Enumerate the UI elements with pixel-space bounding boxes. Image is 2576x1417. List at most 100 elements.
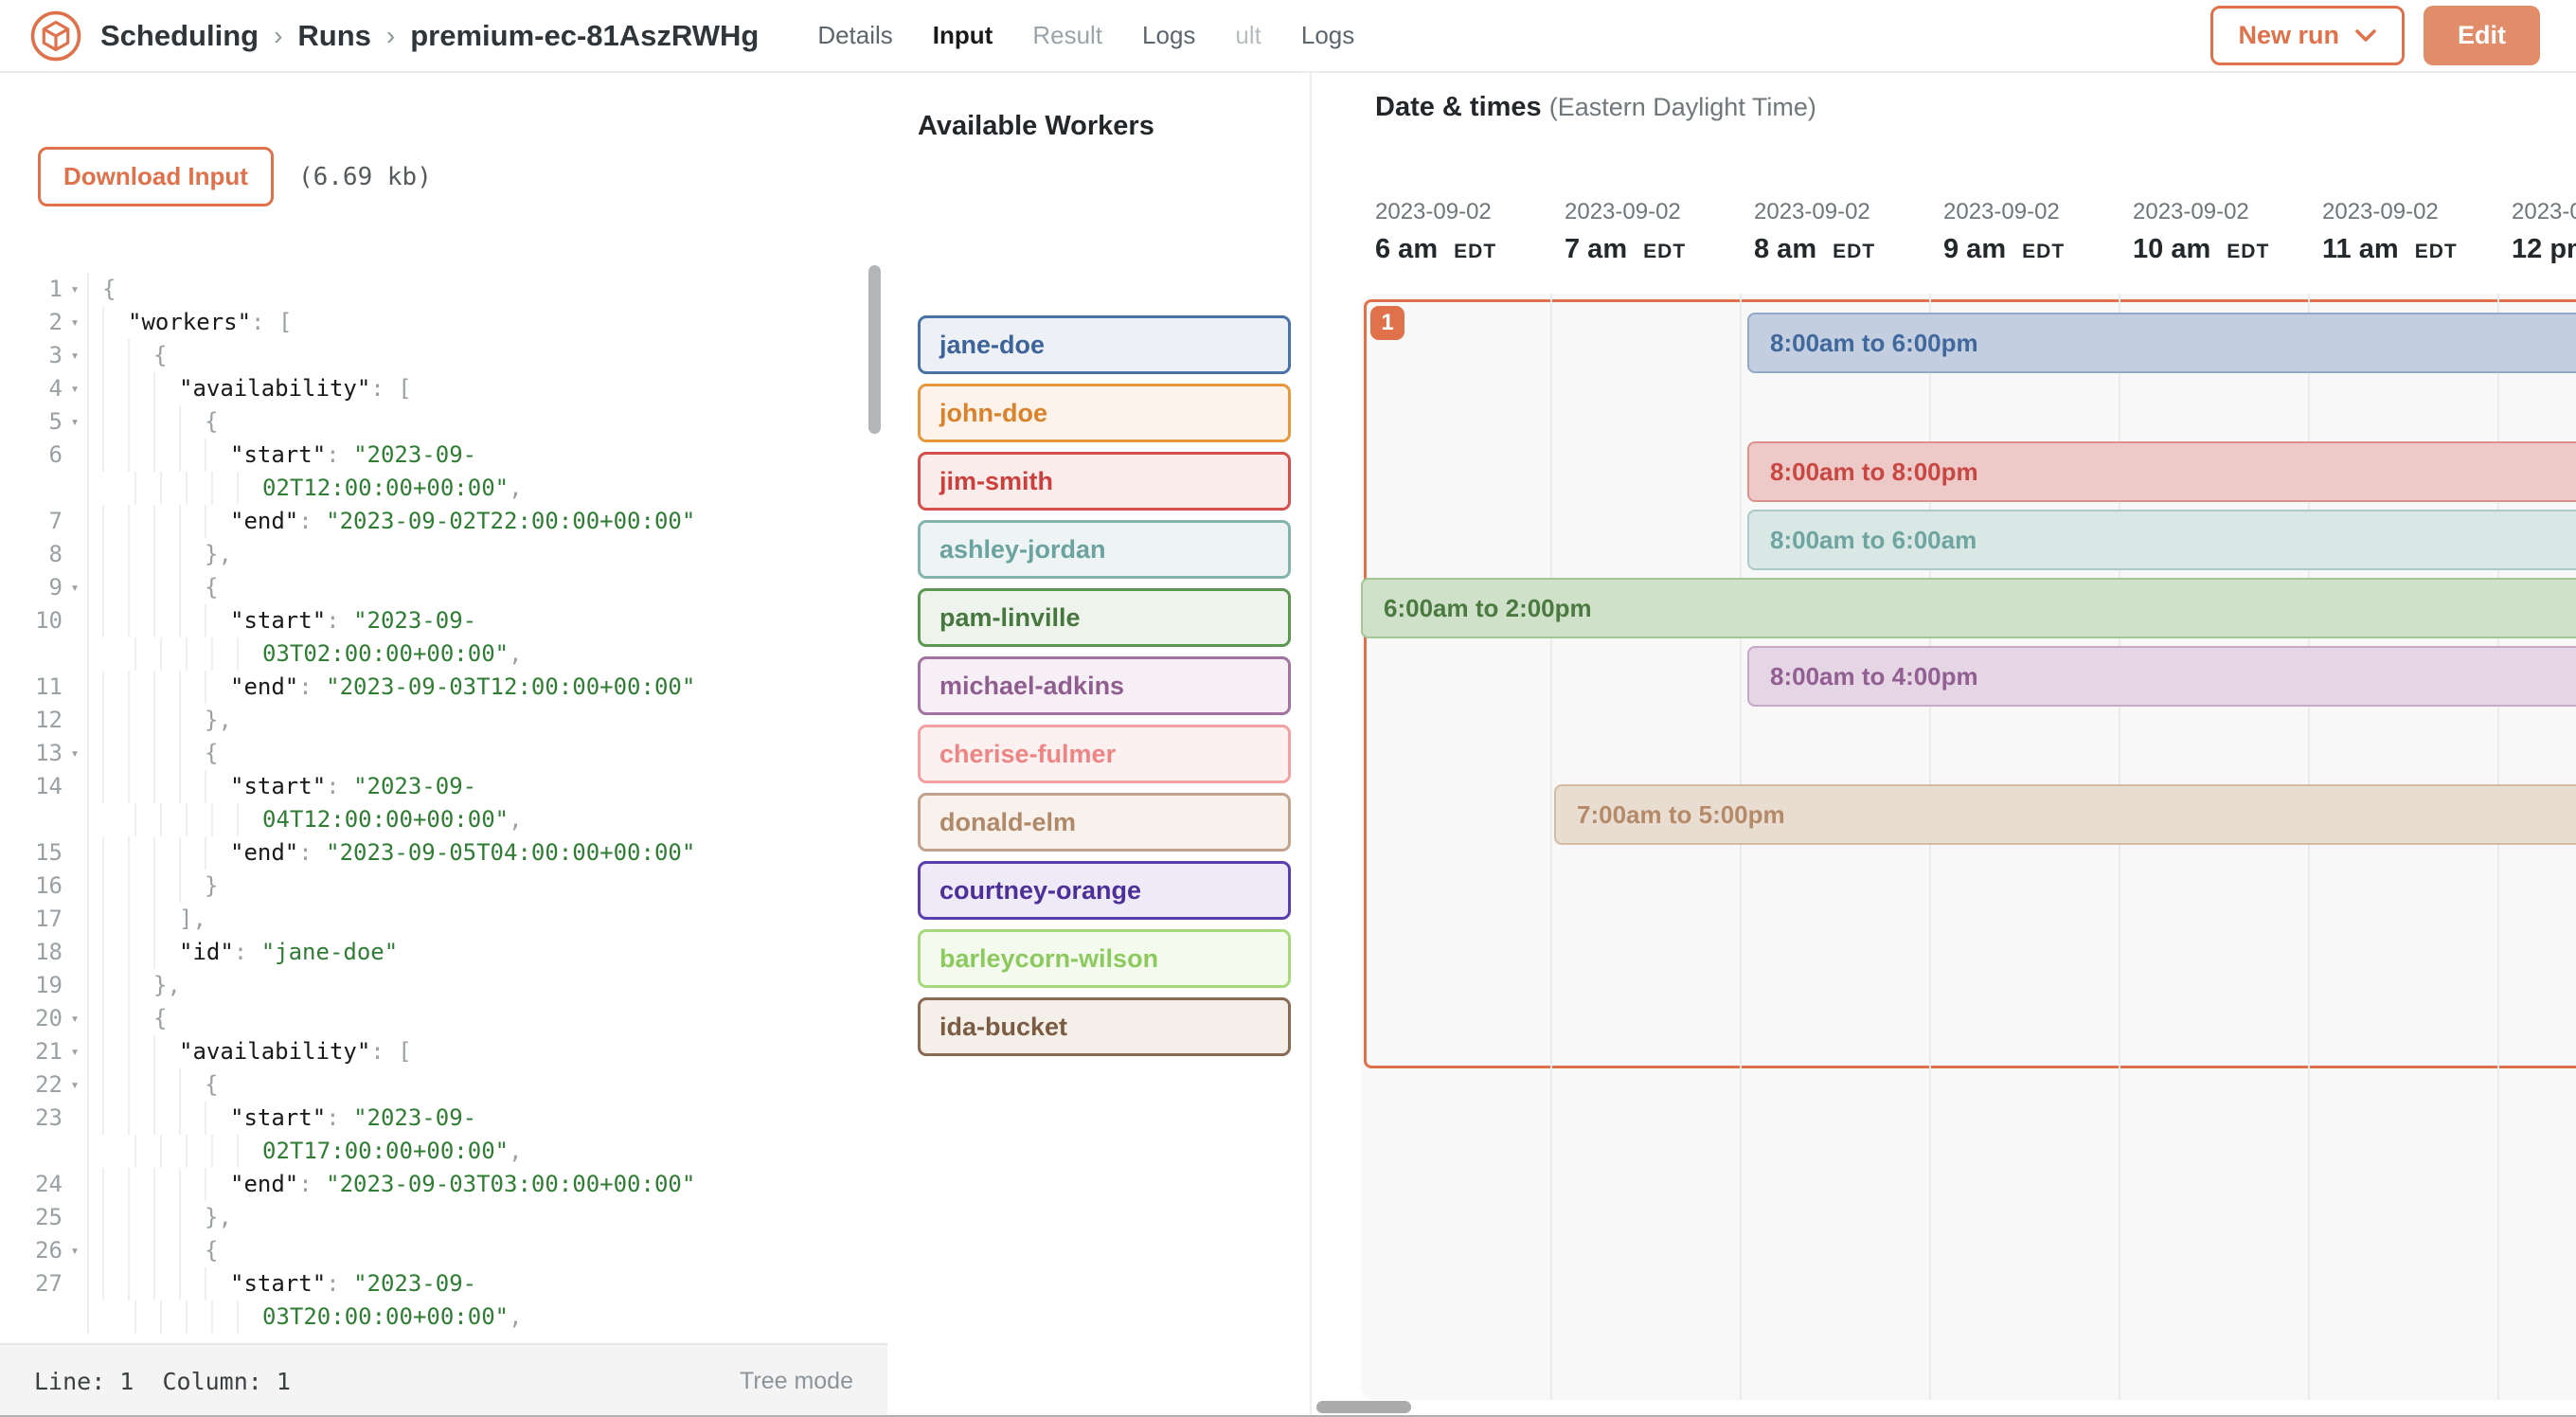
editor-line: 10 "start": "2023-09- bbox=[0, 604, 887, 637]
indent-guide bbox=[102, 439, 128, 472]
editor-code: "id": "jane-doe" bbox=[87, 936, 398, 969]
breadcrumb-runs[interactable]: Runs bbox=[297, 18, 371, 52]
column-date-label: 2023-09-02 bbox=[2133, 199, 2249, 224]
worker-name: cherise-fulmer bbox=[939, 739, 1117, 768]
line-number: 6 bbox=[48, 441, 63, 468]
indent-guide bbox=[128, 1234, 153, 1267]
indent-guide bbox=[211, 1300, 237, 1334]
collapse-arrow-icon[interactable]: ▾ bbox=[70, 1242, 80, 1259]
json-code-editor[interactable]: 1 ▾{2 ▾ "workers": [3 ▾{4 ▾ "availability": [5… bbox=[0, 273, 887, 1334]
indent-guide bbox=[179, 405, 205, 439]
indent-guide bbox=[153, 1234, 179, 1267]
worker-chip-pam-linville[interactable]: pam-linville bbox=[918, 588, 1291, 647]
editor-line: 17], bbox=[0, 903, 887, 936]
worker-chip-ashley-jordan[interactable]: ashley-jordan bbox=[918, 520, 1291, 579]
collapse-arrow-icon[interactable]: ▾ bbox=[70, 380, 80, 397]
token-p: { bbox=[153, 1005, 168, 1031]
indent-guide bbox=[153, 737, 179, 770]
line-number: 2 bbox=[48, 309, 63, 335]
collapse-arrow-icon[interactable]: ▾ bbox=[70, 1010, 80, 1027]
timeline-title: Date & times bbox=[1375, 92, 1542, 122]
indent-guide bbox=[102, 737, 128, 770]
collapse-arrow-icon[interactable]: ▾ bbox=[70, 314, 80, 331]
worker-chip-ida-bucket[interactable]: ida-bucket bbox=[918, 997, 1291, 1056]
collapse-arrow-icon[interactable]: ▾ bbox=[70, 579, 80, 596]
availability-bar[interactable]: 8:00am to 4:00pm bbox=[1747, 646, 2576, 707]
worker-name: pam-linville bbox=[939, 602, 1081, 632]
token-c: : bbox=[370, 1038, 399, 1065]
worker-chip-courtney-orange[interactable]: courtney-orange bbox=[918, 861, 1291, 920]
indent-guide bbox=[128, 372, 153, 405]
timeline-column-header: 2023-09-02 12 pm EDT bbox=[2512, 199, 2576, 265]
editor-line: 02T12:00:00+00:00", bbox=[0, 472, 887, 505]
token-k: "id" bbox=[179, 939, 234, 965]
available-workers-panel: Available Workers jane-doe john-doe jim-sm… bbox=[887, 71, 1312, 1417]
availability-bar[interactable]: 8:00am to 6:00am bbox=[1747, 510, 2576, 570]
worker-chip-barleycorn-wilson[interactable]: barleycorn-wilson bbox=[918, 929, 1291, 988]
token-k: "end" bbox=[230, 508, 299, 534]
tab-result[interactable]: Result bbox=[1032, 21, 1103, 49]
app-logo-cube-icon[interactable] bbox=[28, 9, 83, 63]
editor-code: }, bbox=[87, 1201, 232, 1234]
tab-logs[interactable]: Logs bbox=[1300, 21, 1355, 49]
editor-gutter: 3 ▾ bbox=[0, 339, 87, 372]
tab-details[interactable]: Details bbox=[817, 21, 893, 49]
editor-code: "end": "2023-09-02T22:00:00+00:00" bbox=[87, 505, 695, 538]
indent-guide bbox=[153, 704, 179, 737]
collapse-arrow-icon[interactable]: ▾ bbox=[70, 413, 80, 430]
token-c: : bbox=[370, 375, 399, 402]
tab-logs[interactable]: Logs bbox=[1142, 21, 1196, 49]
availability-bar[interactable]: 7:00am to 5:00pm bbox=[1554, 784, 2576, 845]
collapse-arrow-icon[interactable]: ▾ bbox=[70, 280, 80, 297]
tree-mode-toggle[interactable]: Tree mode bbox=[740, 1367, 853, 1394]
availability-bar[interactable]: 8:00am to 6:00pm bbox=[1747, 313, 2576, 373]
collapse-arrow-icon[interactable]: ▾ bbox=[70, 1043, 80, 1060]
editor-vertical-scrollbar[interactable] bbox=[868, 265, 881, 434]
indent-guide bbox=[102, 1102, 128, 1135]
indent-guide bbox=[102, 405, 128, 439]
shift-group-box[interactable]: 1 bbox=[1364, 299, 2576, 1068]
breadcrumb-scheduling[interactable]: Scheduling bbox=[100, 18, 259, 52]
token-s: "2023-09-03T12:00:00+00:00" bbox=[326, 673, 696, 700]
worker-chip-cherise-fulmer[interactable]: cherise-fulmer bbox=[918, 725, 1291, 783]
editor-gutter bbox=[0, 472, 87, 505]
editor-line: 5 ▾{ bbox=[0, 405, 887, 439]
indent-guide bbox=[153, 505, 179, 538]
editor-line: 23 "start": "2023-09- bbox=[0, 1102, 887, 1135]
line-number: 23 bbox=[35, 1104, 63, 1131]
indent-guide bbox=[102, 604, 128, 637]
editor-gutter: 22 ▾ bbox=[0, 1068, 87, 1102]
new-run-button[interactable]: New run bbox=[2210, 6, 2405, 65]
hour-gridline bbox=[2119, 294, 2120, 1400]
availability-bar[interactable]: 8:00am to 8:00pm bbox=[1747, 441, 2576, 502]
tab-input[interactable]: Input bbox=[932, 21, 993, 49]
indent-guide bbox=[128, 439, 153, 472]
worker-name: donald-elm bbox=[939, 807, 1077, 836]
collapse-arrow-icon[interactable]: ▾ bbox=[70, 1076, 80, 1093]
worker-chip-michael-adkins[interactable]: michael-adkins bbox=[918, 656, 1291, 715]
collapse-arrow-icon[interactable]: ▾ bbox=[70, 744, 80, 762]
availability-bar-label: 7:00am to 5:00pm bbox=[1577, 799, 1785, 829]
worker-chip-donald-elm[interactable]: donald-elm bbox=[918, 793, 1291, 852]
download-input-button[interactable]: Download Input bbox=[38, 147, 274, 206]
editor-line: 21 ▾ "availability": [ bbox=[0, 1035, 887, 1068]
worker-name: barleycorn-wilson bbox=[939, 943, 1159, 973]
editor-code: 03T20:00:00+00:00", bbox=[87, 1300, 523, 1334]
edit-button[interactable]: Edit bbox=[2424, 6, 2540, 65]
indent-guide bbox=[128, 737, 153, 770]
worker-chip-jim-smith[interactable]: jim-smith bbox=[918, 452, 1291, 511]
collapse-arrow-icon[interactable]: ▾ bbox=[70, 347, 80, 364]
timeline-horizontal-scrollbar[interactable] bbox=[1316, 1401, 1411, 1413]
editor-code: }, bbox=[87, 538, 232, 571]
line-number: 10 bbox=[35, 607, 63, 634]
availability-bar[interactable]: 6:00am to 2:00pm bbox=[1361, 578, 2576, 638]
worker-chip-john-doe[interactable]: john-doe bbox=[918, 384, 1291, 442]
worker-chip-jane-doe[interactable]: jane-doe bbox=[918, 315, 1291, 374]
tab-ult[interactable]: ult bbox=[1235, 21, 1261, 49]
indent-guide bbox=[128, 870, 153, 903]
token-c: : bbox=[326, 1104, 354, 1131]
column-time-label: 10 am EDT bbox=[2133, 234, 2270, 264]
token-p: [ bbox=[398, 1038, 412, 1065]
indent-guide bbox=[128, 1102, 153, 1135]
timeline-title-row: Date & times (Eastern Daylight Time) bbox=[1375, 92, 1816, 123]
